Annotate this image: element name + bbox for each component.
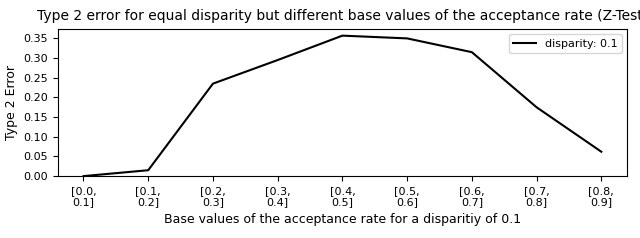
disparity: 0.1: (2, 0.235): 0.1: (2, 0.235) (209, 82, 217, 85)
disparity: 0.1: (4, 0.357): 0.1: (4, 0.357) (339, 34, 346, 37)
Legend: disparity: 0.1: disparity: 0.1 (509, 34, 621, 53)
X-axis label: Base values of the acceptance rate for a disparitiy of 0.1: Base values of the acceptance rate for a… (164, 213, 521, 226)
disparity: 0.1: (7, 0.175): 0.1: (7, 0.175) (532, 106, 540, 109)
disparity: 0.1: (3, 0.295): 0.1: (3, 0.295) (274, 59, 282, 61)
Line: disparity: 0.1: disparity: 0.1 (83, 36, 602, 176)
Y-axis label: Type 2 Error: Type 2 Error (4, 65, 17, 140)
disparity: 0.1: (1, 0.015): 0.1: (1, 0.015) (145, 169, 152, 172)
disparity: 0.1: (8, 0.062): 0.1: (8, 0.062) (598, 150, 605, 153)
disparity: 0.1: (5, 0.35): 0.1: (5, 0.35) (403, 37, 411, 40)
disparity: 0.1: (0, 0): 0.1: (0, 0) (79, 175, 87, 178)
disparity: 0.1: (6, 0.315): 0.1: (6, 0.315) (468, 51, 476, 54)
Title: Type 2 error for equal disparity but different base values of the acceptance rat: Type 2 error for equal disparity but dif… (37, 9, 640, 23)
